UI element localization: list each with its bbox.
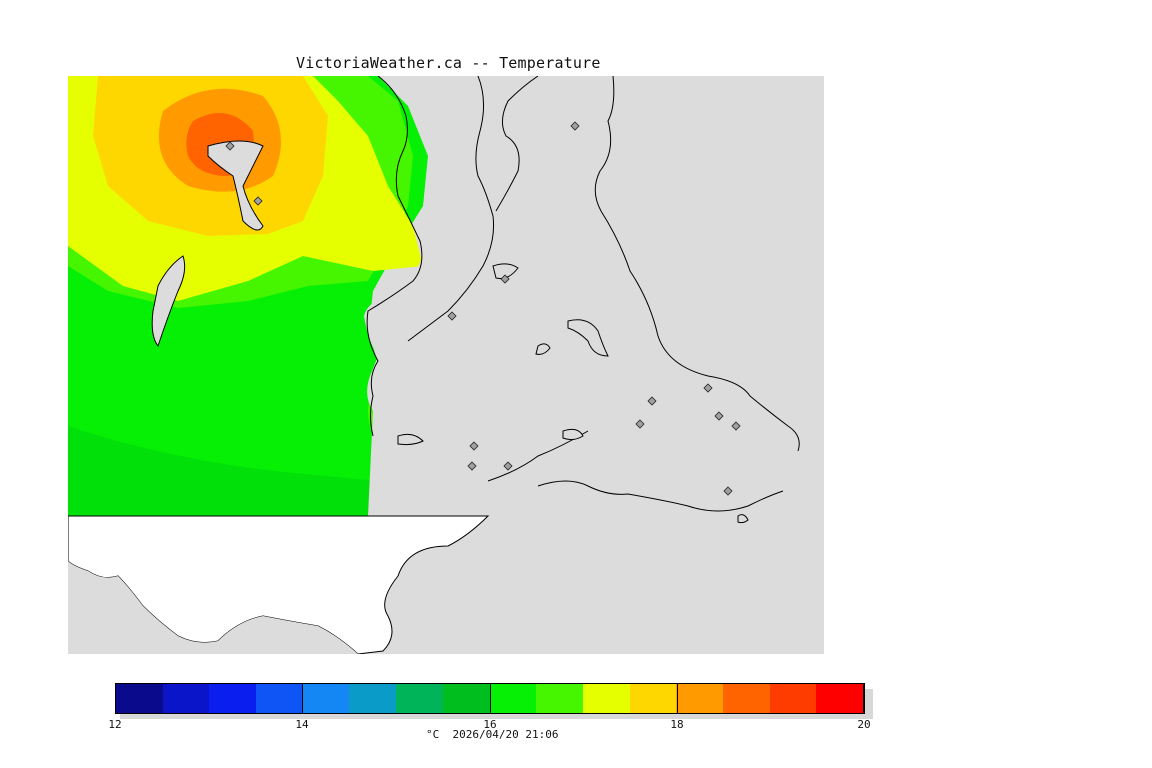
station-marker[interactable] bbox=[714, 411, 724, 421]
station-marker[interactable] bbox=[635, 419, 645, 429]
colorbar-swatch-8 bbox=[489, 684, 537, 713]
colorbar-tick-line bbox=[490, 683, 491, 714]
colorbar-tick-label: 18 bbox=[670, 718, 684, 731]
station-marker[interactable] bbox=[225, 141, 235, 151]
station-marker[interactable] bbox=[570, 121, 580, 131]
station-marker[interactable] bbox=[503, 461, 513, 471]
colorbar-tick-line bbox=[115, 683, 116, 714]
colorbar-swatch-14 bbox=[769, 684, 817, 713]
juan-de-fuca-strait-lower bbox=[68, 561, 358, 654]
island-coastline bbox=[366, 76, 800, 512]
map-title: VictoriaWeather.ca -- Temperature bbox=[296, 54, 601, 72]
colorbar-swatch-1 bbox=[162, 684, 210, 713]
station-marker[interactable] bbox=[703, 383, 713, 393]
colorbar-swatch-5 bbox=[349, 684, 397, 713]
colorbar-swatch-7 bbox=[442, 684, 490, 713]
temperature-contour-map bbox=[68, 76, 824, 654]
colorbar-tick-line bbox=[302, 683, 303, 714]
units-timestamp: °C 2026/04/20 21:06 bbox=[426, 728, 559, 741]
colorbar-swatch-4 bbox=[302, 684, 350, 713]
colorbar-swatch-0 bbox=[116, 684, 163, 713]
colorbar-tick-line bbox=[677, 683, 678, 714]
temperature-colorbar bbox=[115, 683, 864, 714]
station-marker[interactable] bbox=[467, 461, 477, 471]
station-marker[interactable] bbox=[500, 274, 510, 284]
temperature-map[interactable] bbox=[68, 76, 824, 654]
colorbar-tick-label: 20 bbox=[857, 718, 871, 731]
station-marker[interactable] bbox=[731, 421, 741, 431]
station-marker[interactable] bbox=[447, 311, 457, 321]
colorbar-swatch-9 bbox=[536, 684, 583, 713]
station-marker[interactable] bbox=[469, 441, 479, 451]
station-marker[interactable] bbox=[253, 196, 263, 206]
colorbar-tick-label: 12 bbox=[108, 718, 122, 731]
colorbar-tick-label: 14 bbox=[295, 718, 309, 731]
colorbar-swatch-12 bbox=[676, 684, 723, 713]
colorbar-swatch-11 bbox=[629, 684, 677, 713]
islands bbox=[151, 140, 749, 524]
station-marker[interactable] bbox=[647, 396, 657, 406]
colorbar-tick-label: 16 bbox=[483, 718, 497, 731]
colorbar-swatch-6 bbox=[396, 684, 443, 713]
weather-stations bbox=[225, 121, 741, 496]
colorbar-swatch-3 bbox=[256, 684, 303, 713]
station-marker[interactable] bbox=[723, 486, 733, 496]
colorbar-swatch-10 bbox=[582, 684, 630, 713]
colorbar-swatch-2 bbox=[209, 684, 257, 713]
colorbar-swatch-13 bbox=[722, 684, 770, 713]
colorbar-swatch-15 bbox=[816, 684, 863, 713]
colorbar-tick-line bbox=[864, 683, 865, 714]
